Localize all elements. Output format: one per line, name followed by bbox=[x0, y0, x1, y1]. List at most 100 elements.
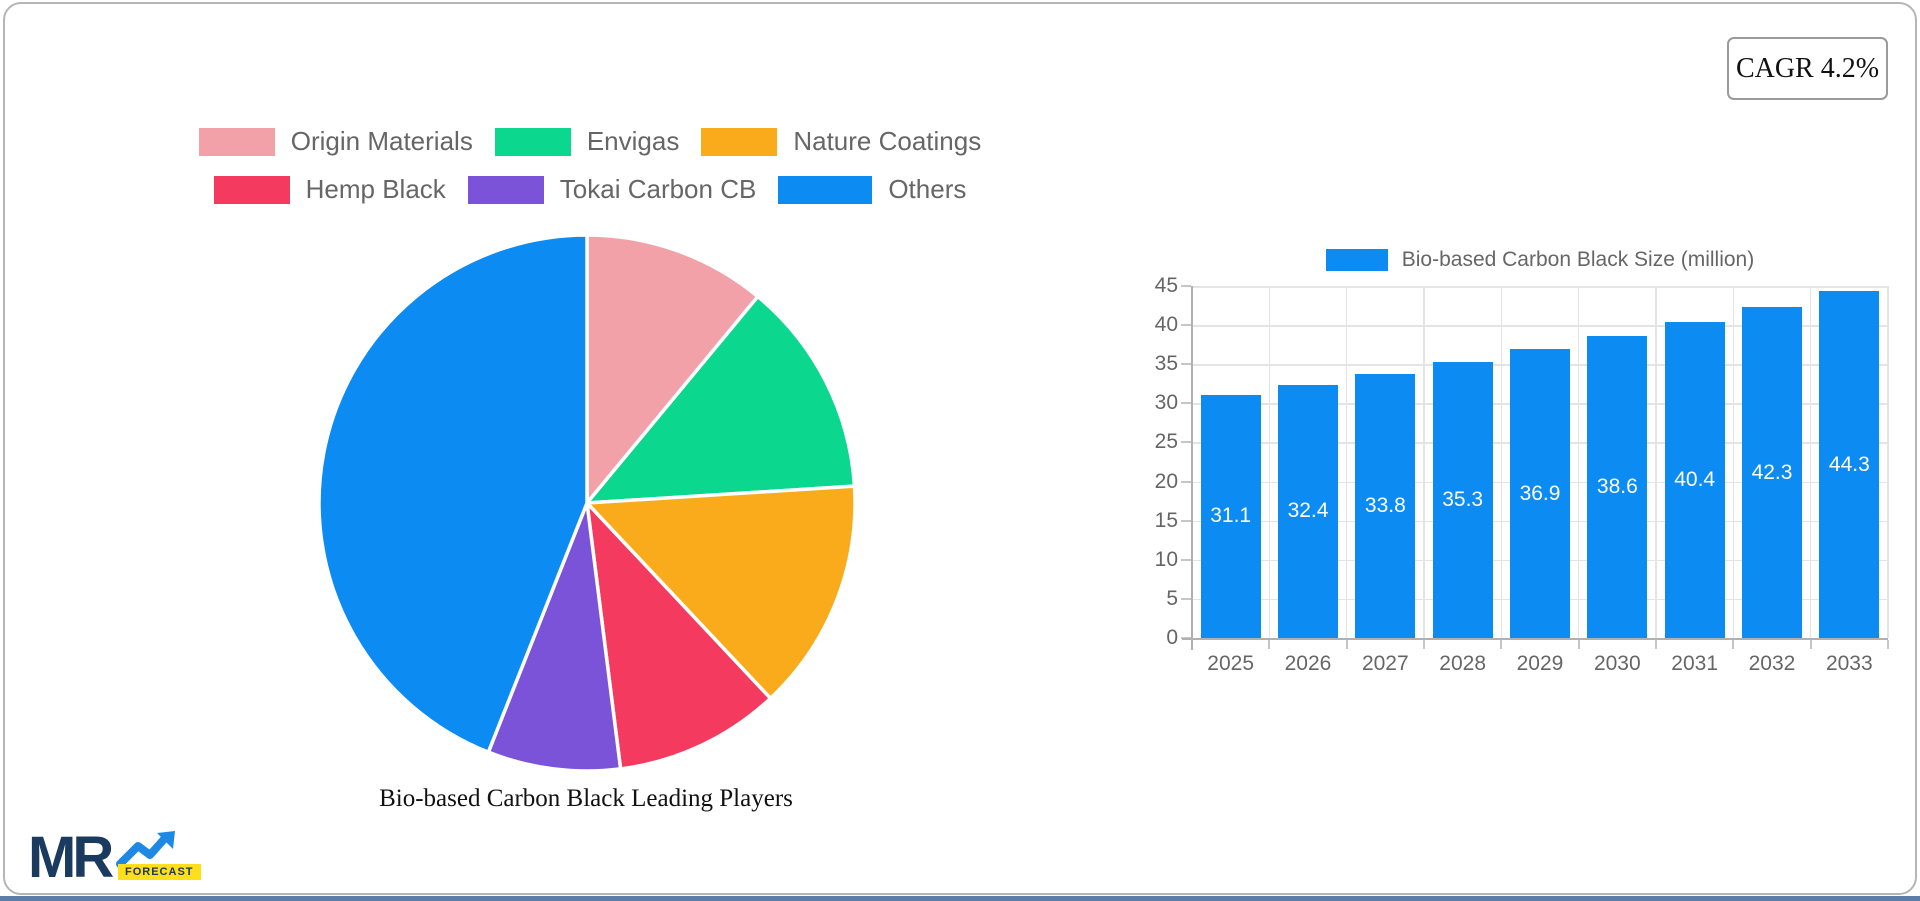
y-axis-tick-label: 30 bbox=[1154, 391, 1178, 415]
pie-legend-row: Hemp Black Tokai Carbon CB Others bbox=[213, 174, 966, 205]
bar-2029: 36.9 bbox=[1510, 349, 1570, 638]
x-tick-mark bbox=[1423, 640, 1425, 649]
bar-value-label: 33.8 bbox=[1364, 493, 1406, 517]
mr-forecast-logo: MR FORECAST bbox=[28, 825, 201, 890]
gridline-v bbox=[1577, 286, 1580, 638]
bar-2027: 33.8 bbox=[1355, 373, 1416, 638]
bar-value-label: 38.6 bbox=[1596, 475, 1638, 499]
legend-swatch bbox=[701, 127, 778, 156]
logo-forecast-badge: FORECAST bbox=[118, 864, 201, 880]
x-tick-mark bbox=[1809, 640, 1812, 649]
x-tick-mark bbox=[1732, 640, 1735, 649]
pie-slice-others bbox=[317, 233, 589, 754]
pie-legend: Origin Materials Envigas Nature Coatings He… bbox=[110, 126, 1070, 205]
pie-slice-envigas bbox=[585, 294, 857, 505]
pie-slice-hemp-black bbox=[585, 501, 773, 771]
x-tick-mark bbox=[1345, 640, 1348, 649]
y-axis-tick-label: 45 bbox=[1154, 274, 1178, 297]
x-axis-tick-label: 2025 bbox=[1207, 652, 1255, 675]
gridline-h bbox=[1192, 325, 1888, 327]
legend-label: Origin Materials bbox=[290, 126, 473, 156]
x-tick-mark bbox=[1268, 640, 1271, 649]
bar-2032: 42.3 bbox=[1742, 307, 1802, 638]
legend-swatch bbox=[198, 127, 275, 156]
pie-chart bbox=[317, 233, 857, 773]
x-axis-line bbox=[1182, 638, 1888, 640]
y-tick-mark bbox=[1181, 363, 1191, 366]
bar-2033: 44.3 bbox=[1819, 291, 1880, 638]
bar-2028: 35.3 bbox=[1432, 361, 1493, 638]
x-axis-tick-label: 2030 bbox=[1593, 652, 1641, 675]
y-axis-tick-label: 35 bbox=[1154, 352, 1178, 376]
legend-item-origin-materials: Origin Materials bbox=[198, 126, 473, 157]
y-tick-mark bbox=[1181, 441, 1191, 444]
bar-value-label: 31.1 bbox=[1210, 504, 1252, 528]
legend-swatch bbox=[213, 175, 290, 204]
bar-value-label: 32.4 bbox=[1287, 499, 1329, 523]
legend-label: Envigas bbox=[586, 126, 680, 156]
pie-title: Bio-based Carbon Black Leading Players bbox=[379, 785, 793, 812]
bottom-accent-bar bbox=[0, 896, 1920, 901]
logo-mr-text: MR bbox=[28, 825, 114, 890]
gridline-h bbox=[1192, 286, 1888, 288]
pie-chart-wrap bbox=[315, 231, 859, 775]
y-tick-mark bbox=[1181, 285, 1191, 287]
x-axis-tick-label: 2033 bbox=[1825, 652, 1873, 675]
legend-label: Nature Coatings bbox=[793, 126, 982, 156]
x-axis-tick-label: 2029 bbox=[1516, 652, 1564, 675]
legend-swatch bbox=[467, 175, 544, 204]
x-axis-tick-label: 2031 bbox=[1671, 652, 1719, 675]
y-axis-tick-label: 25 bbox=[1154, 430, 1178, 454]
gridline-v bbox=[1655, 286, 1657, 638]
pie-slice-tokai-carbon-cb bbox=[486, 501, 623, 773]
x-axis-tick-label: 2032 bbox=[1748, 652, 1796, 675]
legend-label: Others bbox=[888, 174, 967, 204]
y-tick-mark bbox=[1181, 558, 1191, 561]
legend-item-envigas: Envigas bbox=[494, 126, 680, 157]
y-axis-line bbox=[1191, 286, 1193, 650]
bar-2025: 31.1 bbox=[1200, 394, 1261, 638]
x-axis-tick-label: 2027 bbox=[1361, 652, 1409, 675]
y-axis-tick-label: 20 bbox=[1154, 469, 1178, 493]
cagr-label: CAGR 4.2% bbox=[1735, 52, 1880, 84]
y-axis-tick-label: 0 bbox=[1166, 626, 1178, 649]
y-tick-mark bbox=[1181, 519, 1191, 522]
bar-value-label: 35.3 bbox=[1442, 487, 1484, 511]
gridline-v bbox=[1345, 286, 1348, 638]
x-tick-mark bbox=[1655, 640, 1657, 649]
legend-item-hemp-black: Hemp Black bbox=[213, 174, 446, 205]
trend-arrow-icon bbox=[116, 831, 175, 868]
bar-value-label: 44.3 bbox=[1828, 452, 1870, 476]
legend-item-tokai-carbon-cb: Tokai Carbon CB bbox=[467, 174, 757, 205]
legend-swatch bbox=[494, 127, 571, 156]
bar-legend-swatch bbox=[1325, 249, 1388, 271]
cagr-badge: CAGR 4.2% bbox=[1727, 37, 1888, 100]
gridline-v bbox=[1732, 286, 1735, 638]
pie-slice-origin-materials bbox=[585, 233, 760, 505]
x-tick-mark bbox=[1500, 640, 1503, 649]
legend-label: Tokai Carbon CB bbox=[559, 174, 757, 204]
legend-swatch bbox=[778, 175, 873, 204]
y-axis-tick-label: 40 bbox=[1154, 313, 1178, 337]
x-tick-mark bbox=[1887, 640, 1889, 649]
bar-value-label: 40.4 bbox=[1674, 467, 1716, 491]
bar-2026: 32.4 bbox=[1278, 384, 1338, 638]
bar-legend-label: Bio-based Carbon Black Size (million) bbox=[1401, 248, 1755, 271]
gridline-v bbox=[1887, 286, 1889, 638]
y-tick-mark bbox=[1181, 402, 1191, 405]
y-tick-mark bbox=[1181, 480, 1191, 483]
y-axis-tick-label: 10 bbox=[1154, 547, 1178, 571]
x-tick-mark bbox=[1577, 640, 1580, 649]
bar-value-label: 42.3 bbox=[1751, 460, 1793, 484]
gridline-v bbox=[1423, 286, 1425, 638]
y-tick-mark bbox=[1181, 597, 1191, 600]
bar-2030: 38.6 bbox=[1587, 336, 1648, 638]
legend-item-nature-coatings: Nature Coatings bbox=[701, 126, 981, 157]
y-axis-tick-label: 5 bbox=[1166, 586, 1178, 610]
pie-legend-row: Origin Materials Envigas Nature Coatings bbox=[198, 126, 981, 157]
bar-2031: 40.4 bbox=[1664, 321, 1725, 638]
y-axis-tick-label: 15 bbox=[1154, 508, 1178, 532]
bar-legend: Bio-based Carbon Black Size (million) bbox=[1192, 247, 1888, 273]
legend-item-others: Others bbox=[778, 174, 966, 205]
bar-plot: 31.1 32.4 33.8 35.3 36.9 38.6 40.4 42.3 44.3 bbox=[1181, 285, 1889, 650]
